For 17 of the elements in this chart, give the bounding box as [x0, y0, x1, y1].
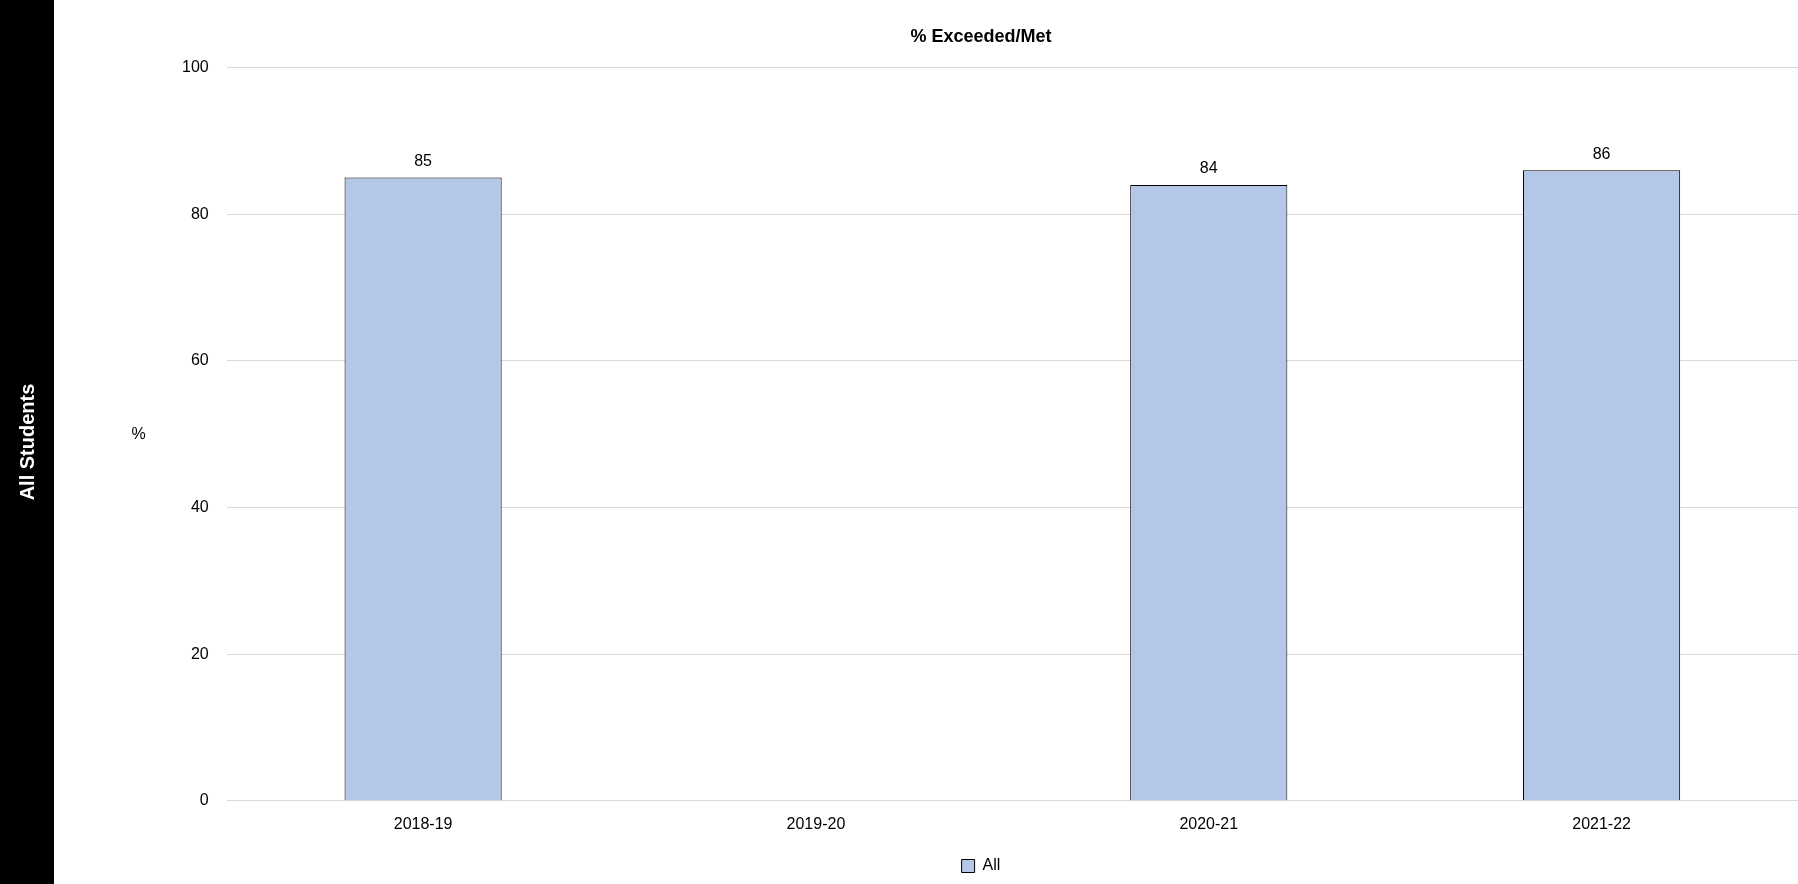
y-tick-label: 100	[181, 58, 209, 76]
y-tick-label: 0	[199, 791, 209, 809]
data-label: 85	[414, 151, 433, 169]
y-tick-label: 80	[190, 204, 209, 222]
y-tick-label: 60	[190, 351, 209, 369]
text: All Students	[15, 383, 39, 501]
x-tick-label: 2018-19	[393, 814, 453, 832]
y-tick-label: 20	[190, 644, 209, 662]
y-tick-label: 40	[190, 497, 209, 515]
legend-label: All	[982, 856, 1001, 874]
x-tick-label: 2019-20	[786, 814, 846, 832]
x-tick-label: 2020-21	[1179, 814, 1239, 832]
y-axis-title: %	[131, 424, 146, 442]
data-label: 84	[1199, 159, 1218, 177]
chart-title: % Exceeded/Met	[910, 25, 1052, 46]
data-label: 86	[1592, 144, 1611, 162]
x-tick-label: 2021-22	[1572, 814, 1632, 832]
